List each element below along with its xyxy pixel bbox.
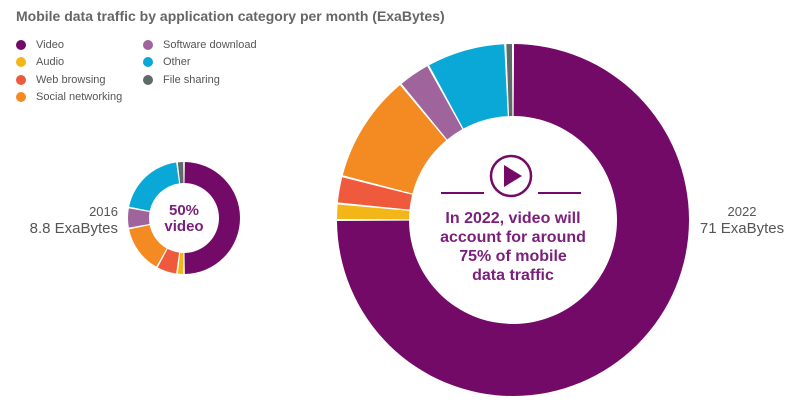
- total-2022: 71 ExaBytes: [699, 220, 785, 237]
- legend-swatch-other: [143, 57, 153, 68]
- slice-2016-web-browsing: [157, 248, 180, 274]
- slice-2016-social-networking: [129, 225, 167, 267]
- legend-label-video: Video: [36, 38, 64, 51]
- legend-item-web-browsing: Web browsing: [16, 71, 122, 89]
- slice-2022-software-download: [401, 66, 463, 140]
- center-text-2016-line-1: 50%: [168, 202, 200, 219]
- center-text-2022: In 2022, video will account for around 7…: [423, 209, 603, 285]
- donut-chart-2022: [337, 44, 689, 397]
- year-2022: 2022: [727, 204, 757, 219]
- legend-label-social-networking: Social networking: [36, 91, 123, 104]
- center-text-2016: 50% video: [149, 203, 219, 235]
- slice-2016-video: [184, 162, 241, 274]
- total-2016: 8.8 ExaBytes: [29, 220, 118, 237]
- year-2016: 2016: [89, 204, 118, 219]
- center-text-2022-line-3: 75% of mobile: [459, 248, 567, 265]
- legend-swatch-audio: [16, 57, 26, 68]
- legend-item-video: Video: [16, 36, 122, 54]
- legend-swatch-video: [16, 39, 26, 50]
- legend-column-2: Software download Other File sharing: [143, 36, 257, 89]
- slice-2022-file-sharing: [506, 44, 513, 117]
- slice-2022-audio: [337, 204, 410, 220]
- slice-2016-software-download: [128, 208, 150, 228]
- legend-item-other: Other: [143, 54, 257, 72]
- legend-label-other: Other: [163, 56, 191, 69]
- legend-swatch-social-networking: [16, 92, 26, 103]
- legend-item-software-download: Software download: [143, 36, 257, 54]
- slice-2022-social-networking: [342, 85, 447, 194]
- legend-label-web-browsing: Web browsing: [36, 73, 106, 86]
- slice-2022-video: [337, 44, 689, 397]
- donut-chart-2016: [128, 162, 241, 274]
- play-icon: [441, 154, 581, 198]
- slice-2016-audio: [177, 252, 184, 274]
- legend-item-file-sharing: File sharing: [143, 71, 257, 89]
- center-text-2022-line-2: account for around: [440, 229, 586, 246]
- legend-label-file-sharing: File sharing: [163, 73, 220, 86]
- legend-swatch-software-download: [143, 39, 153, 50]
- center-text-2022-line-1: In 2022, video will: [445, 210, 581, 227]
- legend-label-software-download: Software download: [163, 38, 257, 51]
- legend-column-1: Video Audio Web browsing Social networki…: [16, 36, 122, 106]
- legend-swatch-file-sharing: [143, 74, 153, 85]
- legend-item-social-networking: Social networking: [16, 89, 122, 107]
- legend-item-audio: Audio: [16, 54, 122, 72]
- year-label-2016: 2016 8.8 ExaBytes: [20, 203, 118, 237]
- slice-2022-web-browsing: [337, 177, 413, 210]
- legend-swatch-web-browsing: [16, 74, 26, 85]
- legend-label-audio: Audio: [36, 56, 65, 69]
- center-text-2016-line-2: video: [164, 218, 204, 235]
- slice-2022-other: [429, 44, 508, 129]
- slice-2016-other: [129, 162, 180, 211]
- chart-title: Mobile data traffic by application categ…: [16, 8, 445, 24]
- year-label-2022: 2022 71 ExaBytes: [692, 203, 792, 237]
- center-text-2022-line-4: data traffic: [472, 267, 554, 284]
- slice-2016-file-sharing: [177, 162, 184, 184]
